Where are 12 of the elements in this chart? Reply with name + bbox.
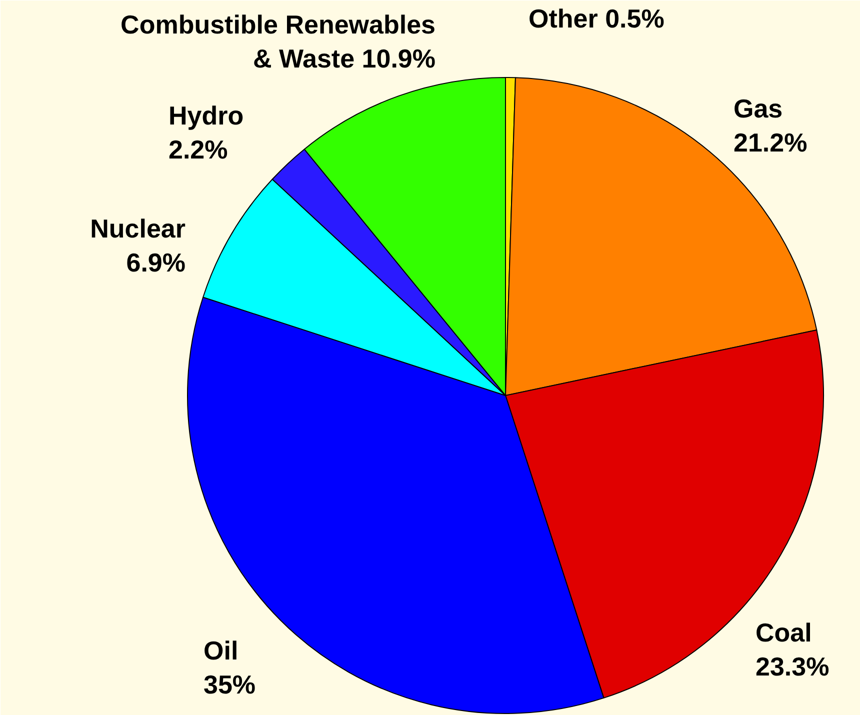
slice-label: Combustible Renewables & Waste 10.9% xyxy=(120,10,436,74)
slice-label: Other 0.5% xyxy=(528,4,664,34)
data-label: 21.2% xyxy=(734,128,808,158)
data-label: 23.3% xyxy=(756,652,830,682)
data-label: 35% xyxy=(204,670,256,700)
slice-label: Hydro xyxy=(168,100,244,130)
slice-label: Gas xyxy=(734,94,783,124)
data-label: 6.9% xyxy=(126,248,186,278)
slice-label: Oil xyxy=(204,636,238,666)
slice-label: Nuclear xyxy=(90,214,186,244)
slice-label: Coal xyxy=(756,618,812,648)
data-label: 2.2% xyxy=(168,134,228,164)
